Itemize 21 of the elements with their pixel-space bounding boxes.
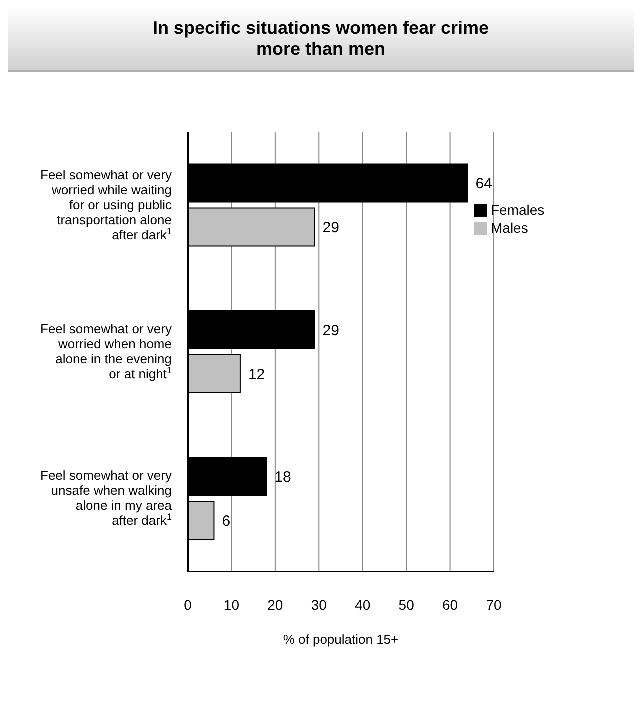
y-tick-label: Feel somewhat or very worried when home alone in the evening or at night$^{1}$	[40, 322, 172, 382]
x-axis-title: % of population 15+	[283, 632, 399, 647]
x-tick-label: 50	[398, 596, 415, 613]
data-label: 18	[274, 468, 292, 486]
x-tick-label: 20	[268, 596, 284, 613]
x-tick-label: 40	[355, 596, 371, 613]
x-tick-label: 10	[224, 596, 240, 613]
x-tick-label: 0	[184, 596, 192, 613]
y-tick-label: Feel somewhat or very worried while waiting for or using public transportation alone after dark$^{1}$	[40, 167, 172, 242]
data-label: 12	[248, 366, 266, 384]
x-tick-label: 70	[486, 596, 502, 613]
legend-label: Males	[491, 220, 528, 236]
data-label: 64	[476, 176, 492, 193]
x-tick-label: 30	[311, 596, 328, 613]
data-label: 29	[322, 322, 340, 340]
data-label: 6	[222, 512, 231, 530]
x-tick-label: 60	[442, 596, 458, 613]
legend-label: Females	[491, 202, 545, 218]
y-tick-label: Feel somewhat or very unsafe when walking alone in my area after dark$^{1}$	[40, 468, 173, 528]
chart-title: In specific situations women fear crime more than men	[152, 18, 490, 60]
data-label: 29	[322, 220, 340, 237]
